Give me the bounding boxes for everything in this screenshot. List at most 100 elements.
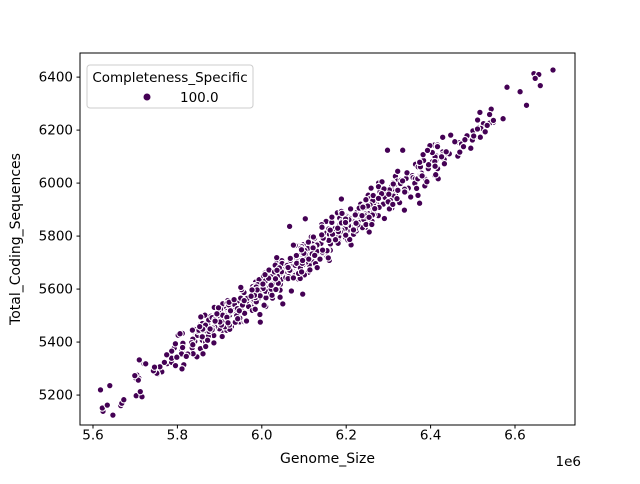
data-point <box>469 132 478 140</box>
data-point <box>189 340 197 349</box>
data-point <box>318 223 326 231</box>
data-point <box>351 211 360 219</box>
data-point <box>374 194 383 203</box>
data-point <box>237 283 245 292</box>
data-point <box>298 290 307 298</box>
data-point <box>276 293 284 301</box>
data-point <box>415 199 424 207</box>
data-point <box>349 226 358 234</box>
data-point <box>431 170 440 179</box>
data-point <box>362 195 370 204</box>
x-tick-label: 5.6 <box>82 428 103 444</box>
data-point <box>106 381 114 390</box>
data-point <box>424 160 433 169</box>
data-point <box>331 235 340 244</box>
data-point <box>96 386 105 394</box>
data-point <box>210 339 218 347</box>
data-point <box>326 226 334 234</box>
axes-spines <box>79 52 576 426</box>
data-point <box>352 219 360 227</box>
data-point <box>198 333 207 341</box>
data-point <box>141 360 150 368</box>
data-point <box>272 285 280 294</box>
data-point <box>380 214 389 223</box>
data-point <box>365 213 373 222</box>
x-axis-label: Genome_Size <box>280 451 375 467</box>
data-point <box>536 81 545 90</box>
scatter-points <box>96 66 557 419</box>
data-point <box>337 195 346 203</box>
data-point <box>400 188 409 196</box>
data-point <box>481 128 489 136</box>
data-point <box>489 116 498 125</box>
data-point <box>476 133 485 141</box>
legend-box <box>86 64 254 109</box>
data-point <box>383 146 392 154</box>
data-point <box>431 162 439 170</box>
y-tick-label: 5400 <box>39 335 73 351</box>
data-point <box>150 363 159 371</box>
data-point <box>412 184 421 193</box>
data-point <box>341 231 350 239</box>
legend: Completeness_Specific 100.0 <box>86 64 254 109</box>
data-point <box>359 203 367 211</box>
data-point <box>310 251 319 260</box>
data-point <box>259 280 267 288</box>
data-point <box>256 318 265 326</box>
data-point <box>297 246 306 254</box>
data-point <box>473 116 482 124</box>
data-point <box>235 307 244 315</box>
data-point <box>459 142 468 151</box>
y-tick-label: 6200 <box>39 123 73 139</box>
legend-title: Completeness_Specific <box>92 70 247 86</box>
data-point <box>346 205 355 213</box>
data-point <box>393 194 401 203</box>
data-point <box>398 177 407 185</box>
data-point <box>338 209 346 218</box>
y-tick-label: 5200 <box>39 388 73 404</box>
data-point <box>313 263 321 272</box>
data-point <box>135 356 144 364</box>
data-point <box>324 254 333 262</box>
data-point <box>516 87 524 96</box>
data-point <box>446 131 455 139</box>
data-point <box>418 172 426 180</box>
data-point <box>240 296 248 305</box>
data-point <box>423 146 432 155</box>
x-tick-label: 6.2 <box>335 428 356 444</box>
data-point <box>271 275 280 283</box>
data-point <box>248 286 256 294</box>
data-point <box>442 148 450 156</box>
data-point <box>400 206 409 214</box>
x-axis-ticks: 5.6 5.8 6.0 6.2 6.4 6.6 <box>82 425 526 444</box>
data-point <box>306 266 314 274</box>
data-point <box>440 159 449 168</box>
data-point <box>461 135 469 144</box>
legend-marker-icon <box>143 93 151 101</box>
data-point <box>317 231 326 239</box>
data-point <box>476 108 484 117</box>
data-point <box>419 150 427 159</box>
data-point <box>171 340 180 348</box>
data-point <box>389 180 398 188</box>
data-point <box>406 193 415 201</box>
data-point <box>230 295 238 304</box>
data-point <box>251 305 259 314</box>
data-point <box>467 144 475 152</box>
data-point <box>316 255 324 263</box>
data-point <box>394 186 402 195</box>
data-point <box>297 268 306 276</box>
data-point <box>211 317 219 325</box>
data-point <box>173 353 181 361</box>
data-point <box>162 351 171 359</box>
data-point <box>309 244 317 252</box>
legend-entry-label: 100.0 <box>180 90 219 106</box>
data-point <box>160 358 169 367</box>
data-point <box>182 352 191 361</box>
data-point <box>367 184 375 192</box>
data-point <box>256 310 264 319</box>
data-point <box>289 241 298 249</box>
data-point <box>549 66 557 74</box>
data-point <box>188 326 197 334</box>
